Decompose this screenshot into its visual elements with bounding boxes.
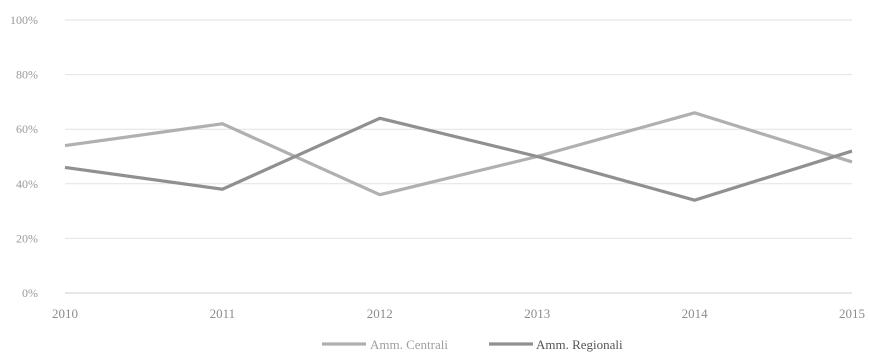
series-line-1 [64,111,853,197]
legend: Amm. Centrali Amm. Regionali [322,337,623,352]
gridlines [65,19,852,239]
x-tick-label: 2012 [367,306,393,321]
y-tick-label: 60% [16,122,38,136]
x-tick-label: 2013 [524,306,550,321]
y-tick-label: 100% [10,13,38,27]
y-tick-label: 80% [16,68,38,82]
y-tick-label: 20% [16,231,38,245]
axes: 0% 20% 40% 60% 80% 100% 2010 2011 2012 2013 2014 20… [10,13,865,321]
legend-label: Amm. Regionali [536,337,623,352]
x-tick-label: 2015 [839,306,865,321]
series-lines [64,111,853,202]
legend-label: Amm. Centrali [370,337,448,352]
y-tick-label: 0% [22,286,38,300]
series-line-2 [64,116,853,202]
x-tick-label: 2010 [52,306,78,321]
x-tick-label: 2011 [210,306,236,321]
x-tick-label: 2014 [682,306,709,321]
y-tick-label: 40% [16,177,38,191]
